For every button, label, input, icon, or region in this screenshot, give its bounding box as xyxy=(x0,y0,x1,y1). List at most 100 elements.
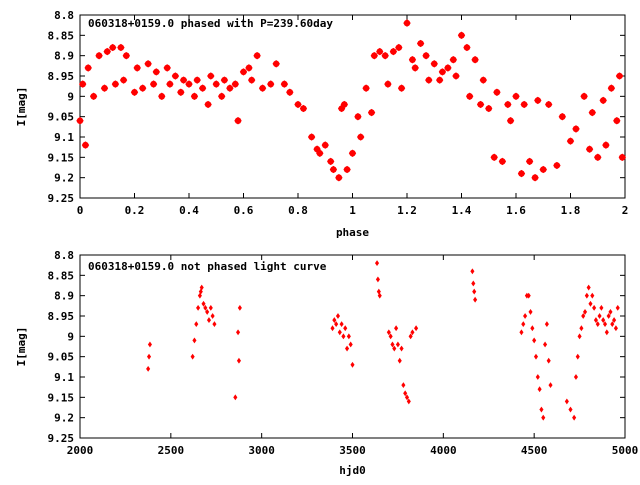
data-point xyxy=(76,117,84,125)
data-point xyxy=(205,309,210,315)
data-point xyxy=(615,72,624,80)
data-point xyxy=(411,64,419,72)
data-point xyxy=(84,64,92,72)
data-point xyxy=(534,96,542,105)
data-point xyxy=(457,31,466,39)
data-point xyxy=(408,333,413,340)
data-point xyxy=(470,268,475,275)
data-point xyxy=(152,68,160,76)
data-point xyxy=(610,321,615,328)
data-point xyxy=(253,52,261,60)
data-point xyxy=(599,96,607,105)
data-point xyxy=(416,39,425,48)
data-point xyxy=(100,84,109,92)
data-point xyxy=(199,284,204,291)
data-point xyxy=(539,165,547,174)
data-point xyxy=(517,169,526,178)
y-tick-label: 8.95 xyxy=(48,310,75,323)
data-point xyxy=(425,76,433,84)
x-tick-label: 1.6 xyxy=(506,204,526,217)
data-point xyxy=(553,161,561,170)
data-point xyxy=(190,353,195,360)
x-tick-label: 4000 xyxy=(430,444,457,457)
x-tick-label: 0.4 xyxy=(179,204,199,217)
data-point xyxy=(525,157,534,166)
data-point xyxy=(348,341,353,348)
data-point xyxy=(399,345,404,352)
y-tick-label: 9.15 xyxy=(48,151,75,164)
data-point xyxy=(523,313,528,319)
y-tick-label: 9.1 xyxy=(54,371,74,384)
unphased-y-ticks: 8.8 8.85 8.9 8.95 9 9.05 9.1 9.15 9.2 9.25 xyxy=(48,249,625,445)
data-point xyxy=(386,329,391,336)
data-point xyxy=(504,100,512,109)
data-point xyxy=(234,117,242,125)
x-tick-label: 1.8 xyxy=(561,204,581,217)
data-point xyxy=(111,80,120,88)
data-point xyxy=(198,84,207,92)
data-point xyxy=(401,382,406,389)
data-point xyxy=(236,357,242,364)
data-point xyxy=(466,92,474,100)
data-point xyxy=(485,104,493,113)
data-point xyxy=(381,52,389,60)
x-tick-label: 3500 xyxy=(339,444,366,457)
data-point xyxy=(568,406,573,413)
data-point xyxy=(377,292,382,299)
data-point xyxy=(339,321,344,328)
data-point xyxy=(198,288,203,295)
data-point xyxy=(579,325,584,332)
data-point xyxy=(546,357,551,364)
data-point xyxy=(530,325,535,332)
phased-light-curve-chart: 8.8 8.85 8.9 8.95 9 9.05 9.1 9.15 9.2 9.25 0 0.2 0.… xyxy=(15,9,628,239)
y-tick-label: 9.15 xyxy=(48,391,75,404)
data-point xyxy=(350,361,355,368)
data-point xyxy=(354,113,362,121)
data-point xyxy=(472,288,477,295)
unphased-y-axis-label: I[mag] xyxy=(15,327,28,367)
data-point xyxy=(476,100,485,109)
data-point xyxy=(119,76,128,84)
data-point xyxy=(452,72,460,80)
data-point xyxy=(535,374,540,380)
data-point xyxy=(272,60,280,68)
y-tick-label: 8.8 xyxy=(54,9,74,22)
data-point xyxy=(392,345,397,352)
data-point xyxy=(239,68,248,76)
data-point xyxy=(144,60,152,68)
unphased-plot-frame xyxy=(79,254,626,439)
data-point xyxy=(397,84,406,92)
data-point xyxy=(233,394,238,401)
unphased-light-curve-chart: 8.8 8.85 8.9 8.95 9 9.05 9.1 9.15 9.2 9.25 2000 25… xyxy=(15,249,638,477)
data-point xyxy=(531,174,539,182)
data-point xyxy=(193,76,201,84)
data-point xyxy=(163,64,171,72)
y-tick-label: 8.85 xyxy=(48,269,75,282)
data-point xyxy=(376,47,384,56)
data-point xyxy=(512,92,520,100)
phased-x-axis-label: phase xyxy=(336,226,369,239)
data-point xyxy=(582,309,588,315)
y-tick-label: 9.2 xyxy=(54,412,74,425)
data-point xyxy=(357,133,365,141)
data-point xyxy=(258,84,267,92)
data-point xyxy=(615,304,620,311)
data-point xyxy=(196,304,201,311)
y-tick-label: 8.9 xyxy=(54,50,74,63)
data-point xyxy=(341,333,346,340)
phased-x-ticks: 0 0.2 0.4 0.6 0.8 1 1.2 1.4 1.6 1.8 2 xyxy=(77,15,628,217)
y-tick-label: 9 xyxy=(67,90,74,103)
data-point xyxy=(348,149,357,157)
data-point xyxy=(602,141,610,149)
data-point xyxy=(81,141,90,149)
data-point xyxy=(564,398,569,405)
data-point xyxy=(506,117,515,125)
y-tick-label: 9.25 xyxy=(48,432,75,445)
data-point xyxy=(601,317,606,323)
phased-y-ticks: 8.8 8.85 8.9 8.95 9 9.05 9.1 9.15 9.2 9.25 xyxy=(48,9,625,205)
data-point xyxy=(286,88,294,96)
data-point xyxy=(408,56,417,64)
data-point xyxy=(343,165,351,174)
